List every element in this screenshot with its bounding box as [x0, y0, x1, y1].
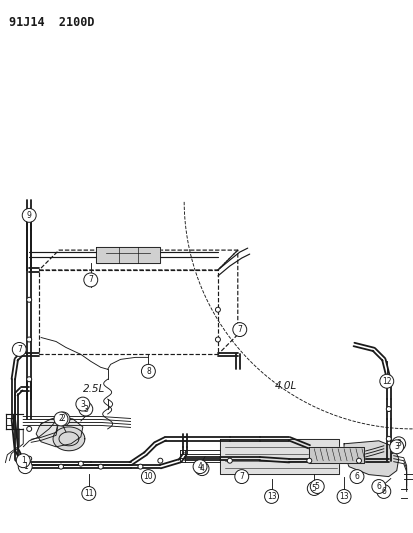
- Circle shape: [215, 307, 220, 312]
- Polygon shape: [309, 447, 363, 463]
- Polygon shape: [219, 439, 338, 474]
- Circle shape: [27, 297, 32, 302]
- Circle shape: [306, 481, 320, 496]
- Circle shape: [12, 343, 26, 357]
- Circle shape: [27, 456, 32, 461]
- Circle shape: [16, 454, 30, 467]
- Circle shape: [385, 437, 390, 441]
- Circle shape: [22, 208, 36, 222]
- Text: 6: 6: [375, 482, 380, 491]
- Circle shape: [376, 484, 390, 498]
- Circle shape: [27, 337, 32, 342]
- Circle shape: [227, 458, 232, 463]
- Text: 13: 13: [338, 492, 348, 501]
- Text: 7: 7: [17, 345, 21, 354]
- Circle shape: [192, 459, 206, 474]
- Text: 7: 7: [88, 276, 93, 285]
- Circle shape: [54, 412, 68, 426]
- Circle shape: [78, 461, 83, 466]
- Text: 4.0L: 4.0L: [274, 381, 296, 391]
- Circle shape: [138, 464, 142, 469]
- Circle shape: [76, 397, 90, 411]
- Text: 12: 12: [381, 377, 391, 386]
- Circle shape: [234, 470, 248, 483]
- Circle shape: [27, 377, 32, 382]
- Circle shape: [27, 426, 32, 431]
- Text: 3: 3: [83, 405, 88, 414]
- Circle shape: [141, 470, 155, 483]
- Text: 7: 7: [237, 325, 242, 334]
- Circle shape: [379, 374, 393, 388]
- Circle shape: [389, 440, 403, 454]
- Circle shape: [264, 489, 278, 503]
- Text: 1: 1: [23, 462, 28, 471]
- Text: 13: 13: [266, 492, 276, 501]
- Circle shape: [385, 407, 390, 411]
- Text: 6: 6: [380, 487, 385, 496]
- Circle shape: [306, 458, 311, 463]
- Text: 3: 3: [393, 442, 398, 451]
- Circle shape: [98, 464, 103, 469]
- Circle shape: [232, 322, 246, 336]
- Circle shape: [18, 459, 32, 474]
- Polygon shape: [36, 417, 83, 447]
- Text: 6: 6: [354, 472, 358, 481]
- Circle shape: [58, 464, 63, 469]
- Text: 4: 4: [199, 464, 204, 473]
- Polygon shape: [53, 427, 85, 451]
- Circle shape: [356, 458, 361, 463]
- Text: 7: 7: [239, 472, 244, 481]
- Circle shape: [336, 489, 350, 503]
- Text: 5: 5: [311, 484, 316, 493]
- Text: 2: 2: [60, 415, 65, 424]
- Circle shape: [78, 402, 93, 416]
- Circle shape: [141, 365, 155, 378]
- Circle shape: [310, 480, 323, 494]
- Circle shape: [215, 337, 220, 342]
- Text: 2.5L: 2.5L: [83, 384, 105, 394]
- Text: 11: 11: [84, 489, 93, 498]
- Text: 3: 3: [395, 439, 400, 448]
- Circle shape: [195, 462, 209, 475]
- Circle shape: [349, 470, 363, 483]
- Circle shape: [157, 458, 162, 463]
- Text: 3: 3: [80, 400, 85, 409]
- Text: 9: 9: [27, 211, 31, 220]
- Text: 4: 4: [197, 462, 202, 471]
- Text: 5: 5: [314, 482, 319, 491]
- Text: 91J14  2100D: 91J14 2100D: [9, 15, 95, 29]
- Text: 10: 10: [143, 472, 153, 481]
- Text: 1: 1: [21, 456, 26, 465]
- Circle shape: [391, 437, 405, 451]
- Circle shape: [371, 480, 385, 494]
- Polygon shape: [343, 441, 398, 477]
- Circle shape: [56, 412, 70, 426]
- Polygon shape: [95, 247, 160, 263]
- Circle shape: [83, 273, 97, 287]
- Circle shape: [82, 487, 95, 500]
- Text: 8: 8: [146, 367, 150, 376]
- Text: 2: 2: [59, 415, 63, 424]
